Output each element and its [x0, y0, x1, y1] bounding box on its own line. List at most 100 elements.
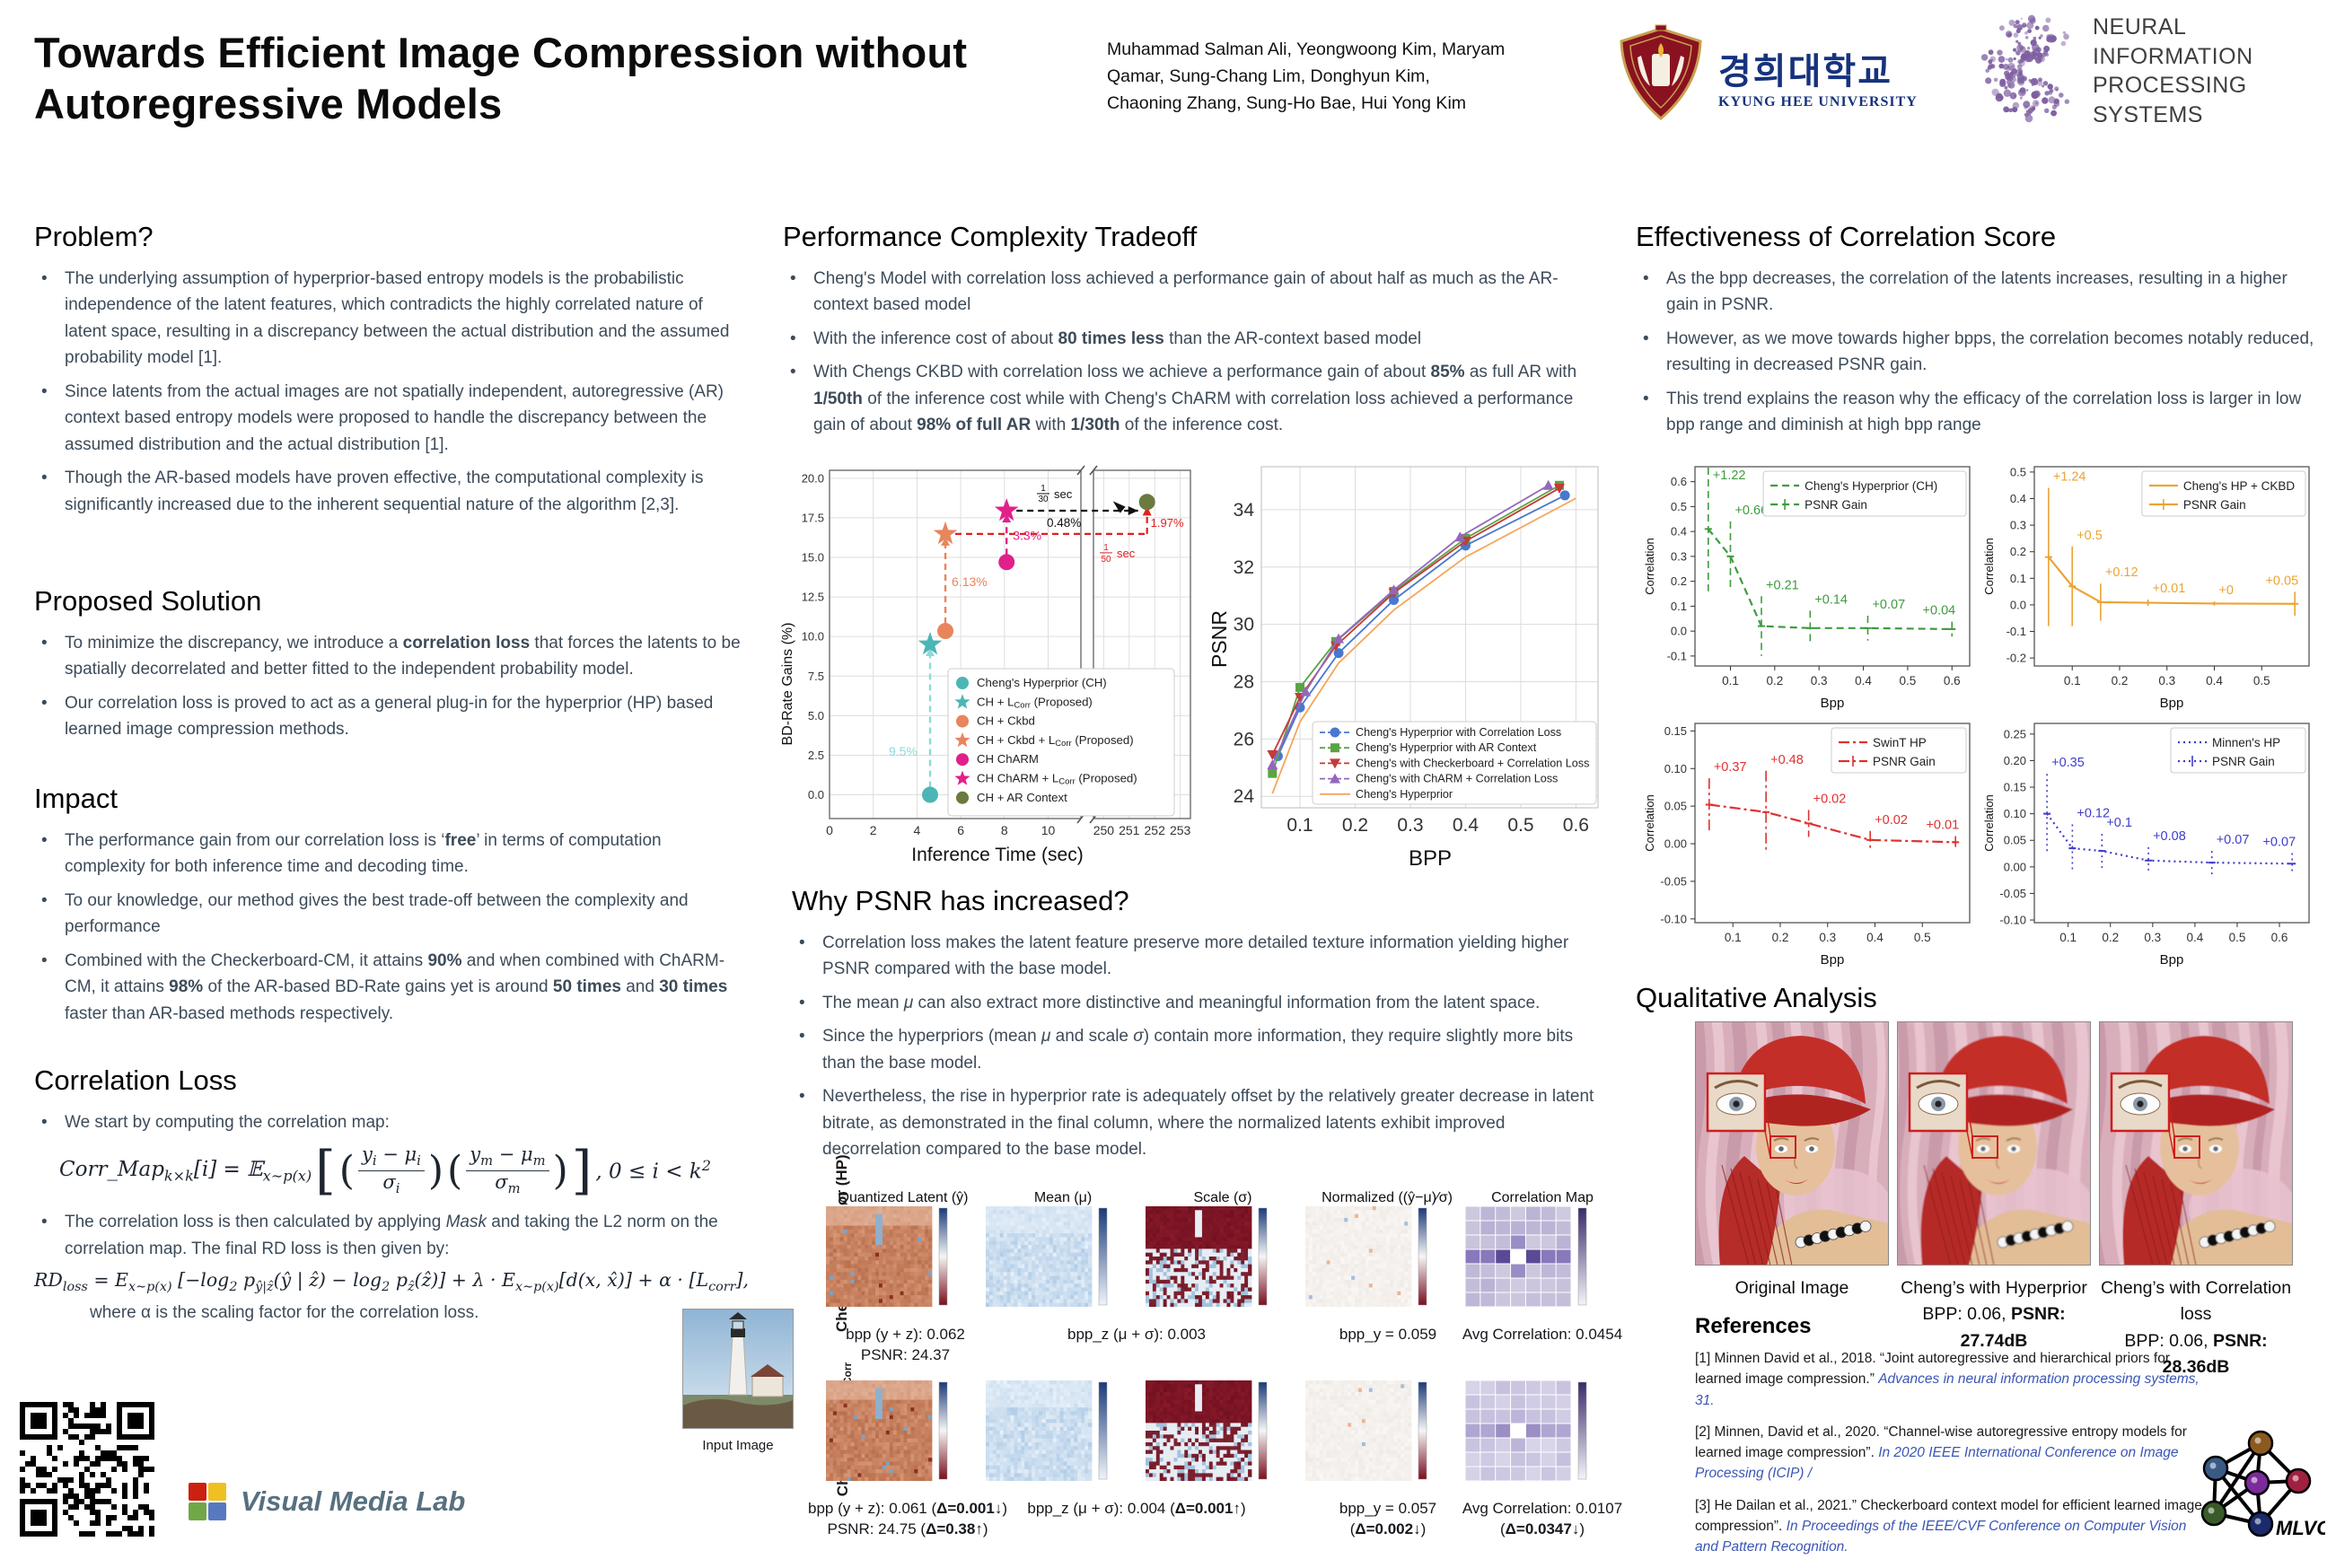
heatmap-cell — [1465, 1380, 1594, 1485]
svg-text:5.0: 5.0 — [808, 709, 824, 723]
reference-item: [3] He Dailan et al., 2021.” Checkerboar… — [1695, 1495, 2211, 1558]
input-image-caption: Input Image — [682, 1437, 794, 1455]
figure-col-title: Mean (μ) — [991, 1190, 1135, 1206]
section-references: References [1] Minnen David et al., 2018… — [1695, 1314, 2211, 1568]
svg-text:9.5%: 9.5% — [889, 744, 918, 758]
problem-heading: Problem? — [34, 221, 743, 253]
heatmap-latent — [826, 1380, 955, 1481]
svg-text:3.3%: 3.3% — [1013, 529, 1041, 543]
svg-text:6.13%: 6.13% — [952, 574, 988, 589]
neurips-logo: NEURAL INFORMATION PROCESSING SYSTEMS — [1980, 13, 2327, 129]
svg-text:CH ChARM + LCorr (Proposed): CH ChARM + LCorr (Proposed) — [977, 772, 1137, 787]
heatmap-mean — [986, 1380, 1115, 1481]
heatmap-cell — [1305, 1380, 1435, 1485]
heatmap-corr — [1465, 1380, 1594, 1481]
whypsnr-bullet: The mean μ can also extract more distinc… — [792, 990, 1600, 1016]
svg-text:0: 0 — [826, 823, 833, 837]
vml-logo: Visual Media Lab — [189, 1483, 465, 1520]
solution-bullet: To minimize the discrepancy, we introduc… — [34, 630, 743, 683]
solution-heading: Proposed Solution — [34, 585, 743, 618]
section-correlation-loss: Correlation Loss We start by computing t… — [34, 1064, 761, 1323]
heatmap-normalized — [1305, 1206, 1435, 1307]
qr-code — [20, 1402, 154, 1541]
svg-text:1: 1 — [1041, 484, 1046, 494]
heatmap-cell — [1305, 1206, 1435, 1311]
figure-col-title: Quantized Latent (ŷ) — [831, 1190, 975, 1206]
solution-bullet: Our correlation loss is proved to act as… — [34, 690, 743, 743]
svg-text:0.2: 0.2 — [1342, 815, 1368, 836]
tradeoff-bullet: Cheng's Model with correlation loss achi… — [783, 266, 1604, 319]
svg-text:50: 50 — [1101, 555, 1111, 565]
latent-analysis-figure: Cheng's Hyperprior (HP) Cheng's HP + LCo… — [804, 1190, 1612, 1551]
svg-text:0.1: 0.1 — [1286, 815, 1313, 836]
heatmap-mean — [986, 1206, 1115, 1307]
svg-text:sec: sec — [1117, 547, 1136, 560]
equation-note: where α is the scaling factor for the co… — [90, 1303, 761, 1323]
figure-caption: bpp_z (μ + σ): 0.003 — [1033, 1325, 1240, 1345]
figure-caption: bpp_y = 0.059 — [1307, 1325, 1469, 1345]
figure-caption: Avg Correlation: 0.0454 — [1453, 1325, 1632, 1345]
heatmap-corr — [1465, 1206, 1594, 1307]
input-image — [682, 1309, 794, 1433]
effectiveness-bullet: However, as we move towards higher bpps,… — [1636, 326, 2323, 379]
heatmap-normalized — [1305, 1380, 1435, 1481]
impact-heading: Impact — [34, 783, 743, 815]
svg-text:1.97%: 1.97% — [1151, 516, 1184, 530]
equation-rd-loss: RDloss = Ex∼p(x) [−log2 pŷ|ẑ(ŷ | ẑ) − lo… — [34, 1269, 761, 1294]
svg-text:8: 8 — [1001, 823, 1008, 837]
svg-text:253: 253 — [1170, 823, 1191, 837]
figure-caption: bpp (y + z): 0.061 (Δ=0.001↓)PSNR: 24.75… — [804, 1499, 1011, 1540]
heatmap-scale — [1146, 1206, 1275, 1307]
portrait-svg — [1695, 1021, 1889, 1266]
svg-text:0.6: 0.6 — [1563, 815, 1589, 836]
figure-col-title: Normalized ((ŷ−μ)⁄σ) — [1311, 1190, 1463, 1206]
heatmap-cell — [1146, 1380, 1275, 1485]
figure-col-title: Scale (σ) — [1151, 1190, 1295, 1206]
svg-text:10: 10 — [1041, 823, 1056, 837]
input-image-block: Input Image — [682, 1309, 794, 1455]
portrait-svg — [1897, 1021, 2091, 1266]
mlvc-svg: MLVC — [2191, 1425, 2325, 1544]
svg-text:0.48%: 0.48% — [1047, 516, 1081, 530]
vml-lab-name: Visual Media Lab — [241, 1485, 465, 1518]
heatmap-cell — [826, 1206, 955, 1311]
mlvc-logo: MLVC — [2191, 1425, 2325, 1548]
svg-text:0.4: 0.4 — [1453, 815, 1480, 836]
khu-english-name: KYUNG HEE UNIVERSITY — [1718, 94, 1918, 110]
effectiveness-bullet: This trend explains the reason why the e… — [1636, 386, 2323, 439]
svg-text:CH + LCorr (Proposed): CH + LCorr (Proposed) — [977, 695, 1093, 710]
svg-text:Cheng's with ChARM + Correlati: Cheng's with ChARM + Correlation Loss — [1356, 773, 1558, 785]
section-qualitative: Qualitative Analysis — [1636, 982, 2318, 1027]
figure-caption: bpp_y = 0.057(Δ=0.002↓) — [1307, 1499, 1469, 1540]
svg-text:Cheng's Hyperprior with Correl: Cheng's Hyperprior with Correlation Loss — [1356, 726, 1561, 739]
svg-text:32: 32 — [1234, 557, 1254, 578]
references-heading: References — [1695, 1314, 2211, 1339]
figure-caption: Avg Correlation: 0.0107(Δ=0.0347↓) — [1453, 1499, 1632, 1540]
qr-svg — [20, 1402, 154, 1537]
correlation-loss-heading: Correlation Loss — [34, 1064, 761, 1097]
portrait-svg — [2099, 1021, 2293, 1266]
heatmap-scale — [1146, 1380, 1275, 1481]
svg-text:2.5: 2.5 — [808, 749, 824, 762]
section-impact: Impact The performance gain from our cor… — [34, 783, 743, 1034]
svg-text:CH + AR Context: CH + AR Context — [977, 791, 1067, 804]
vml-squares-icon — [189, 1483, 226, 1520]
svg-text:30: 30 — [1234, 615, 1254, 635]
khu-crest-svg — [1616, 23, 1706, 124]
impact-bullet: To our knowledge, our method gives the b… — [34, 888, 743, 941]
neurips-wordmark: NEURAL INFORMATION PROCESSING SYSTEMS — [2093, 13, 2327, 129]
tradeoff-bullet: With Chengs CKBD with correlation loss w… — [783, 359, 1604, 438]
heatmap-latent — [826, 1206, 955, 1307]
section-effectiveness: Effectiveness of Correlation Score As th… — [1636, 221, 2323, 446]
svg-text:10.0: 10.0 — [802, 630, 824, 644]
tradeoff-bullet: With the inference cost of about 80 time… — [783, 326, 1604, 352]
